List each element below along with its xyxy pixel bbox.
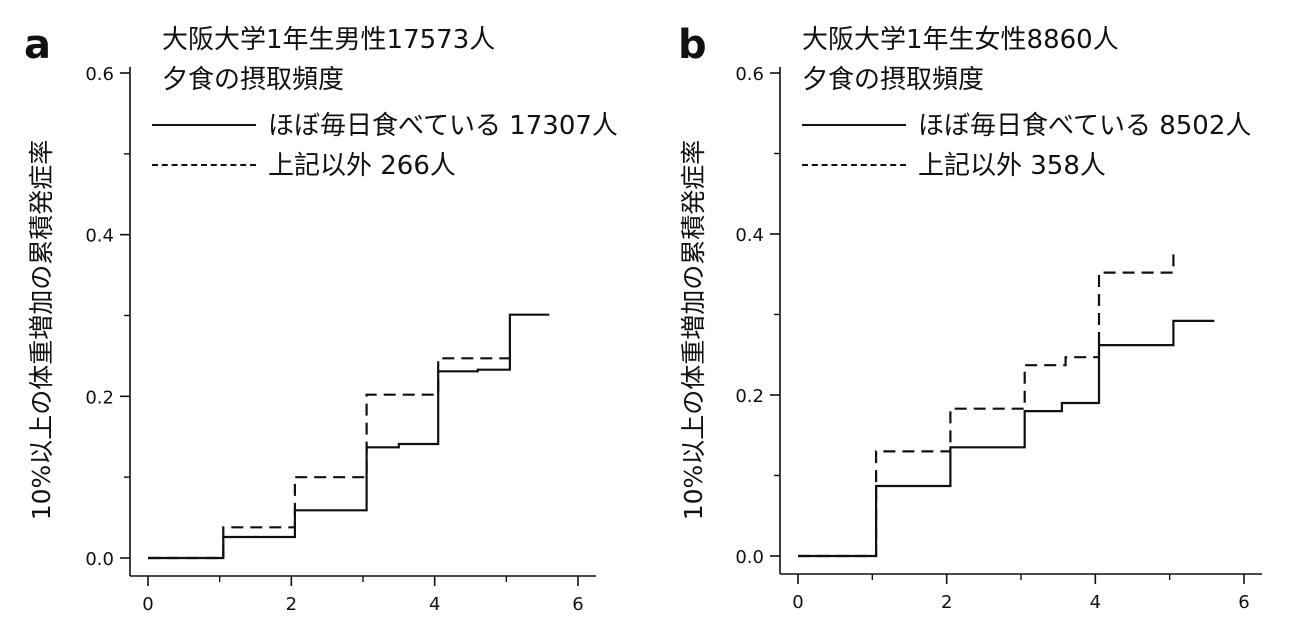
legend-solid-line <box>152 124 256 126</box>
y-tick-label: 0.0 <box>85 549 114 570</box>
legend-dashed-line <box>152 164 256 166</box>
y-tick-label: 0.2 <box>735 386 764 407</box>
y-tick-label: 0.4 <box>85 226 114 247</box>
legend-label: ほぼ毎日食べている 17307人 <box>268 111 618 141</box>
series-line-other <box>148 357 510 560</box>
chart-title-line-2: 夕食の摂取頻度 <box>162 65 345 95</box>
panel-label-b: b <box>678 22 707 68</box>
x-tick-label: 4 <box>1090 592 1101 613</box>
series-line-daily <box>798 319 1215 558</box>
y-tick-label: 0.6 <box>735 64 764 85</box>
x-tick-label: 0 <box>792 592 803 613</box>
legend-item-solid: ほぼ毎日食べている 8502人 <box>802 106 1300 146</box>
legend-solid-line <box>802 124 906 126</box>
legend-dashed-line <box>802 164 906 166</box>
chart-title-line-1: 大阪大学1年生女性8860人 <box>802 25 1119 55</box>
chart-panel-b: 0.0 0.2 0.4 0.6 0 2 4 6 b 大阪大学1年生女性8860人 夕食の摂取頻… <box>650 0 1300 628</box>
series-line-other <box>798 250 1175 558</box>
legend-label: 上記以外 266人 <box>268 151 456 181</box>
chart-panel-a: 0.0 0.2 0.4 0.6 0 2 4 6 a 大阪大学1年生男性17573人 夕食の摂取… <box>24 22 618 615</box>
legend-item-dashed: 上記以外 266人 <box>152 146 672 186</box>
y-tick-label: 0.4 <box>735 225 764 246</box>
x-tick-label: 6 <box>1238 592 1249 613</box>
y-tick-label: 0.0 <box>735 547 764 568</box>
chart-plot-b: 0.0 0.2 0.4 0.6 0 2 4 6 <box>735 64 1262 613</box>
panel-label-a: a <box>24 22 51 68</box>
legend-item-solid: ほぼ毎日食べている 17307人 <box>152 106 672 146</box>
y-tick-label: 0.6 <box>85 64 114 85</box>
x-tick-label: 2 <box>941 592 952 613</box>
x-tick-label: 6 <box>572 594 583 615</box>
chart-title-line-2: 夕食の摂取頻度 <box>802 65 985 95</box>
x-tick-label: 2 <box>286 594 297 615</box>
y-axis-label: 10%以上の体重増加の累積発症率 <box>27 139 56 521</box>
x-tick-label: 0 <box>142 594 153 615</box>
legend-label: ほぼ毎日食べている 8502人 <box>918 111 1252 141</box>
y-tick-label: 0.2 <box>85 387 114 408</box>
chart-plot-a: 0.0 0.2 0.4 0.6 0 2 4 6 <box>85 64 596 615</box>
legend-item-dashed: 上記以外 358人 <box>802 146 1300 186</box>
series-line-daily <box>148 313 550 560</box>
chart-title-line-1: 大阪大学1年生男性17573人 <box>162 25 496 55</box>
x-tick-label: 4 <box>429 594 440 615</box>
y-axis-label: 10%以上の体重増加の累積発症率 <box>679 139 708 521</box>
legend-label: 上記以外 358人 <box>918 151 1106 181</box>
